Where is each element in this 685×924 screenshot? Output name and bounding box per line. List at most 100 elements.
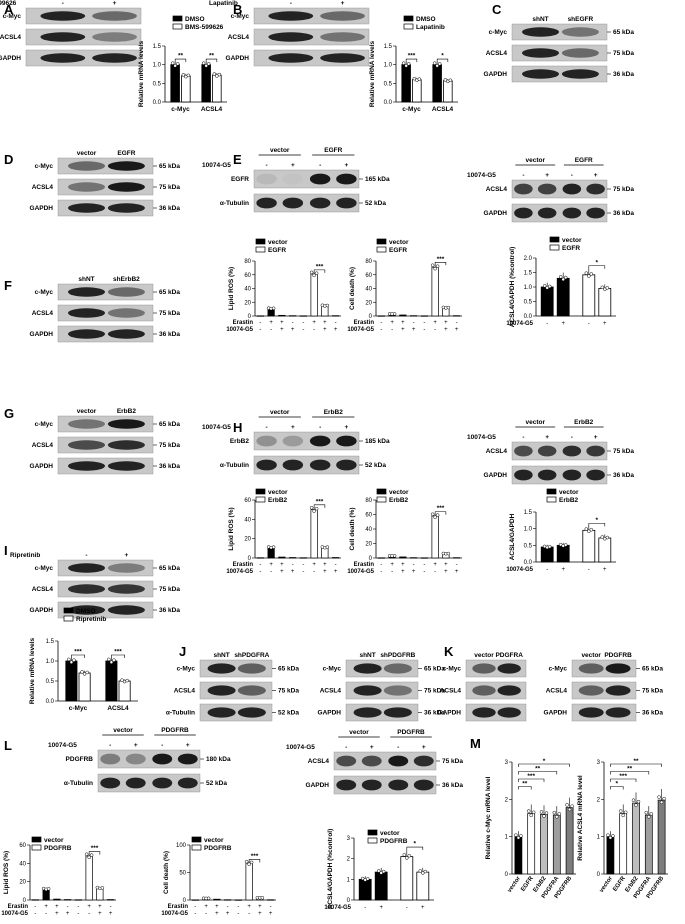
condition-sign: - [194, 911, 196, 917]
blot-condition-label: 10074-G5 [202, 162, 231, 169]
condition-sign: - [34, 904, 36, 910]
data-point [605, 535, 610, 540]
condition-sign: - [423, 569, 425, 575]
blot-band [413, 779, 434, 791]
condition-row-label: 10074-G5 [506, 567, 533, 573]
data-point [623, 810, 628, 815]
blot-lane-header: + [186, 742, 190, 749]
legend-label: EGFR [389, 247, 407, 254]
blot-lane-header: - [290, 0, 292, 7]
data-point [67, 657, 71, 662]
condition-sign: + [269, 320, 273, 326]
legend-label: vector [268, 489, 288, 496]
data-point [659, 800, 664, 805]
y-tick-label: 3 [505, 760, 509, 766]
data-point [173, 64, 177, 68]
condition-sign: - [88, 911, 90, 917]
blot-row-label: ACSL4 [32, 586, 54, 593]
data-point [381, 869, 386, 874]
blot-row-label: c-Myc [177, 666, 196, 673]
blot-band [92, 11, 137, 21]
significance-bracket [434, 262, 447, 266]
legend-swatch [63, 607, 74, 614]
condition-sign: - [259, 569, 261, 575]
blot-band [514, 183, 533, 195]
condition-sign: - [237, 911, 239, 917]
y-tick-label: 1.5 [46, 639, 55, 645]
condition-sign: - [302, 320, 304, 326]
condition-sign: - [413, 320, 415, 326]
y-tick-label: 20 [365, 542, 372, 548]
y-tick-label: 0.0 [46, 699, 55, 705]
blot-lane-header: vector [474, 652, 494, 659]
bar [31, 899, 39, 901]
legend-swatch [367, 837, 378, 844]
y-tick-label: 1 [347, 877, 351, 883]
blot-band [256, 459, 277, 471]
legend-label: PDGFRB [380, 838, 408, 845]
blot-band [521, 48, 560, 58]
kda-label: 65 kDa [159, 565, 180, 572]
blot-row-label: GAPDH [30, 205, 54, 212]
bar [432, 64, 442, 103]
condition-sign: - [110, 904, 112, 910]
bar [64, 899, 72, 901]
significance-label: *** [437, 505, 445, 512]
data-point [433, 266, 437, 271]
data-point [170, 61, 175, 65]
y-tick-label: 2 [505, 797, 509, 803]
western-blot-H-2: vector ErbB2 10074-G5 - + - + ACSL4 75 kDa GAPDH 3… [467, 419, 634, 485]
significance-bracket [313, 269, 326, 273]
blot-band [67, 563, 106, 573]
x-category-label: ACSL4 [201, 106, 223, 113]
bar [416, 871, 430, 901]
western-blot-I-1: Ripretinib - + c-Myc 65 kDa ACSL4 75 kDa GAPDH 3… [10, 552, 180, 619]
condition-sign: - [380, 562, 382, 568]
condition-sign: + [401, 562, 405, 568]
blot-group-label: PDGFRB [161, 727, 189, 734]
significance-label: ** [535, 766, 541, 773]
condition-sign: - [34, 911, 36, 917]
y-tick-label: 80 [244, 259, 251, 265]
data-point [634, 803, 638, 807]
blot-band [282, 459, 304, 471]
blot-band [177, 753, 198, 765]
condition-sign: - [259, 320, 261, 326]
blot-lane-header: ErbB2 [117, 408, 137, 415]
data-point [542, 284, 547, 288]
condition-sign: - [270, 904, 272, 910]
blot-band [514, 469, 533, 481]
y-axis-label: ACSL4/GAPDH (%control) [509, 247, 516, 328]
legend-swatch [549, 244, 560, 251]
blot-lane-header: shNT [359, 652, 375, 659]
kda-label: 36 kDa [159, 607, 180, 614]
blot-lane-header: + [125, 552, 129, 559]
western-blot-E-2: vector EGFR 10074-G5 - + - + ACSL4 75 kDa GAPDH 36… [467, 157, 634, 223]
blot-lane-header: shNT [532, 16, 548, 23]
blot-band [336, 459, 357, 471]
data-point [247, 862, 251, 867]
data-point [644, 810, 649, 815]
condition-row-label: 10074-G5 [1, 911, 28, 917]
condition-sign: + [444, 320, 448, 326]
blot-row-label: GAPDH [226, 55, 250, 62]
condition-sign: + [433, 562, 437, 568]
bar [212, 74, 222, 103]
y-tick-label: 40 [365, 287, 372, 293]
condition-sign: + [421, 905, 425, 911]
blot-band [237, 685, 266, 696]
blot-lane-header: shEGFR [568, 16, 594, 23]
condition-sign: - [588, 567, 590, 573]
bar [598, 288, 612, 317]
blot-lane-header: + [134, 742, 138, 749]
x-category-label: vector [507, 875, 523, 894]
bar [399, 556, 407, 559]
bar [565, 807, 574, 875]
condition-row-label: Erastin [354, 562, 375, 568]
blot-band [309, 459, 331, 471]
blot-band [256, 173, 277, 185]
bar [332, 557, 340, 559]
legend-swatch [31, 844, 42, 851]
blot-band [336, 197, 357, 209]
data-point [204, 64, 208, 68]
